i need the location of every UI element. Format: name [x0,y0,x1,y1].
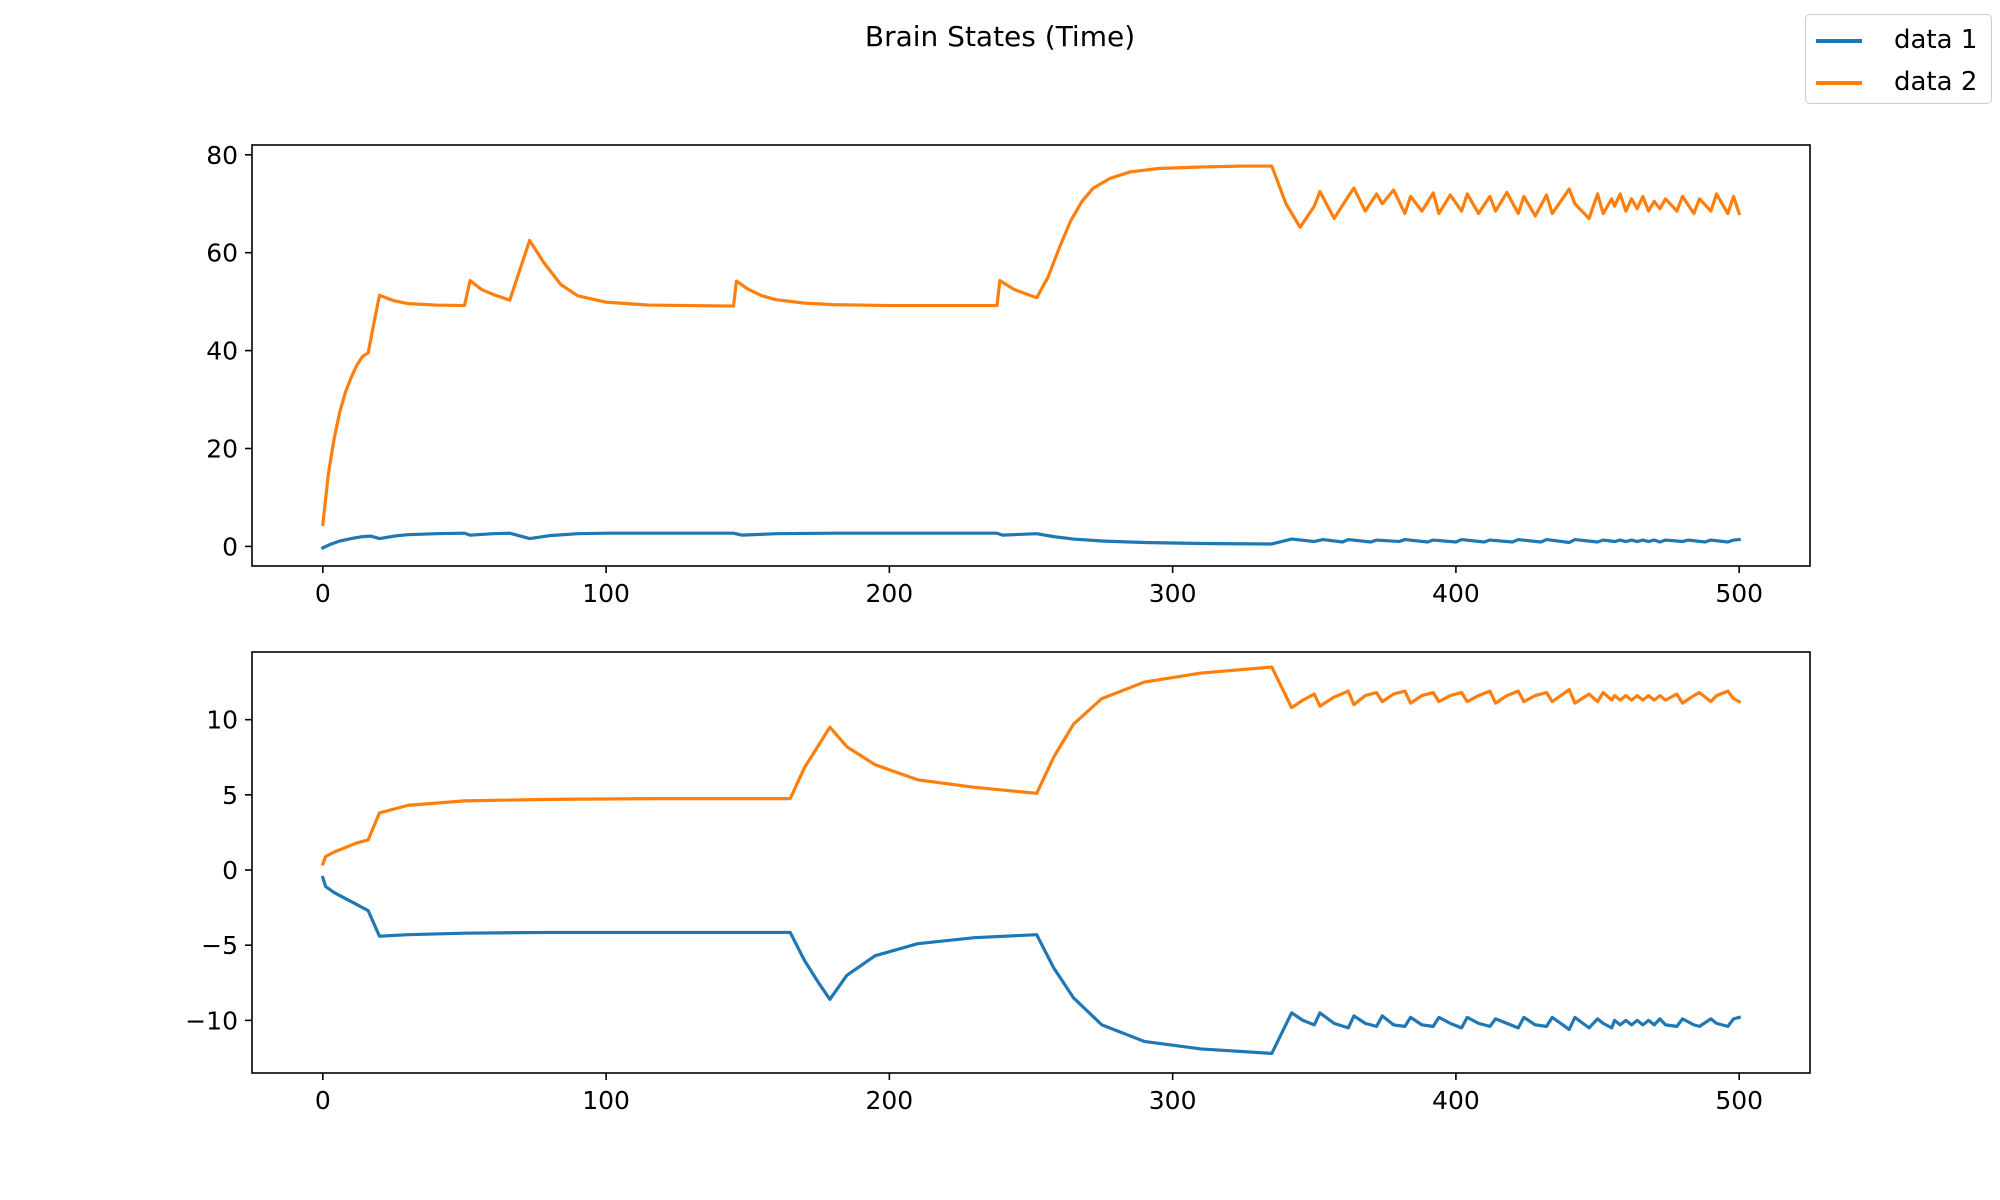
subplot-2-series-data-2 [320,665,1742,867]
y-tick-label: 60 [206,239,238,268]
subplot-1-frame [251,144,1811,567]
legend-label-data-1: data 1 [1894,25,1978,55]
y-tick-label: 20 [206,435,238,464]
y-tick-label: −10 [185,1006,238,1035]
y-tick-label: 0 [222,532,238,561]
legend-swatch-data-1 [1816,39,1862,43]
x-tick-label: 500 [1715,1086,1763,1115]
x-tick-label: 400 [1432,1086,1480,1115]
legend-label-data-2: data 2 [1894,67,1978,97]
x-tick-label: 0 [315,579,331,608]
subplot-2: 0 100 200 300 400 500 −10 −5 0 5 10 [185,651,1811,1115]
x-tick-label: 100 [582,579,630,608]
legend-item-data-2: data 2 [1806,63,1991,101]
legend-swatch-data-2 [1816,81,1862,85]
x-tick-label: 200 [866,579,914,608]
figure-title: Brain States (Time) [864,20,1136,53]
subplot-1-series-data-2 [321,164,1742,527]
y-tick-label: 5 [222,781,238,810]
legend-item-data-1: data 1 [1806,21,1991,59]
y-tick-label: 0 [222,856,238,885]
x-tick-label: 400 [1432,579,1480,608]
x-tick-label: 200 [866,1086,914,1115]
x-tick-label: 100 [582,1086,630,1115]
y-tick-label: 40 [206,337,238,366]
legend: data 1 data 2 [1805,14,1992,104]
y-tick-label: 10 [206,706,238,735]
subplot-2-frame [251,651,1811,1074]
x-tick-label: 500 [1715,579,1763,608]
y-tick-label: −5 [201,931,238,960]
y-tick-label: 80 [206,141,238,170]
subplot-1-series-data-1 [320,531,1741,551]
x-tick-label: 300 [1149,579,1197,608]
subplot-2-series-data-1 [320,875,1742,1056]
subplot-1: 0 100 200 300 400 500 0 20 40 60 80 [206,141,1811,608]
x-tick-label: 300 [1149,1086,1197,1115]
x-tick-label: 0 [315,1086,331,1115]
